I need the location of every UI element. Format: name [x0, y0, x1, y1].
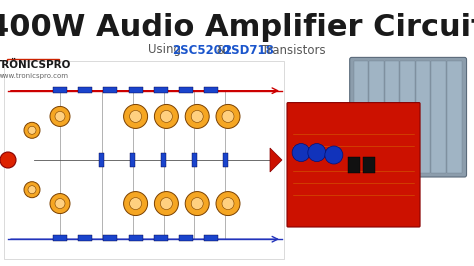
- Circle shape: [216, 192, 240, 215]
- Circle shape: [28, 186, 36, 194]
- Circle shape: [308, 144, 326, 161]
- Bar: [154, 235, 168, 241]
- FancyBboxPatch shape: [287, 103, 420, 227]
- Text: 2SD718: 2SD718: [223, 44, 274, 56]
- Bar: [128, 87, 143, 93]
- Bar: [154, 87, 168, 93]
- Text: 400W Audio Amplifier Circuit: 400W Audio Amplifier Circuit: [0, 14, 474, 43]
- Circle shape: [191, 110, 203, 122]
- Bar: [103, 235, 118, 241]
- Bar: [130, 153, 135, 167]
- Bar: [78, 235, 92, 241]
- Text: 2SC5200: 2SC5200: [172, 44, 230, 56]
- Circle shape: [55, 198, 65, 209]
- Bar: [416, 61, 430, 173]
- Bar: [103, 87, 118, 93]
- Bar: [354, 61, 368, 173]
- Circle shape: [191, 198, 203, 210]
- Circle shape: [129, 110, 142, 122]
- Text: www.tronicspro.com: www.tronicspro.com: [0, 73, 69, 79]
- Circle shape: [24, 122, 40, 138]
- Bar: [128, 235, 143, 241]
- Text: Transistors: Transistors: [258, 44, 326, 56]
- Text: TRÖNICSPRO: TRÖNICSPRO: [0, 60, 71, 70]
- Circle shape: [155, 105, 178, 128]
- Circle shape: [50, 106, 70, 126]
- Bar: [447, 61, 462, 173]
- Circle shape: [222, 198, 234, 210]
- Bar: [179, 235, 193, 241]
- Circle shape: [129, 198, 142, 210]
- Circle shape: [292, 144, 310, 161]
- Bar: [100, 153, 104, 167]
- Bar: [223, 153, 228, 167]
- Text: Using: Using: [148, 44, 185, 56]
- Bar: [369, 61, 384, 173]
- Bar: [78, 87, 92, 93]
- Circle shape: [124, 105, 147, 128]
- FancyBboxPatch shape: [350, 57, 466, 177]
- Circle shape: [155, 192, 178, 215]
- Circle shape: [160, 198, 173, 210]
- Circle shape: [55, 111, 65, 122]
- Circle shape: [160, 110, 173, 122]
- Circle shape: [124, 192, 147, 215]
- Bar: [179, 87, 193, 93]
- Bar: [4, 61, 284, 259]
- Circle shape: [222, 110, 234, 122]
- Circle shape: [24, 182, 40, 198]
- Bar: [401, 61, 415, 173]
- Bar: [161, 153, 166, 167]
- Bar: [347, 157, 359, 173]
- Bar: [363, 157, 375, 173]
- Circle shape: [185, 192, 209, 215]
- Circle shape: [28, 126, 36, 134]
- Bar: [204, 87, 218, 93]
- Bar: [431, 61, 446, 173]
- Bar: [192, 153, 197, 167]
- Bar: [204, 235, 218, 241]
- Circle shape: [0, 152, 16, 168]
- Circle shape: [50, 194, 70, 214]
- Bar: [385, 61, 400, 173]
- Polygon shape: [270, 148, 282, 172]
- Circle shape: [216, 105, 240, 128]
- Text: &: &: [213, 44, 229, 56]
- Circle shape: [185, 105, 209, 128]
- Bar: [53, 87, 67, 93]
- Circle shape: [325, 146, 343, 164]
- Bar: [53, 235, 67, 241]
